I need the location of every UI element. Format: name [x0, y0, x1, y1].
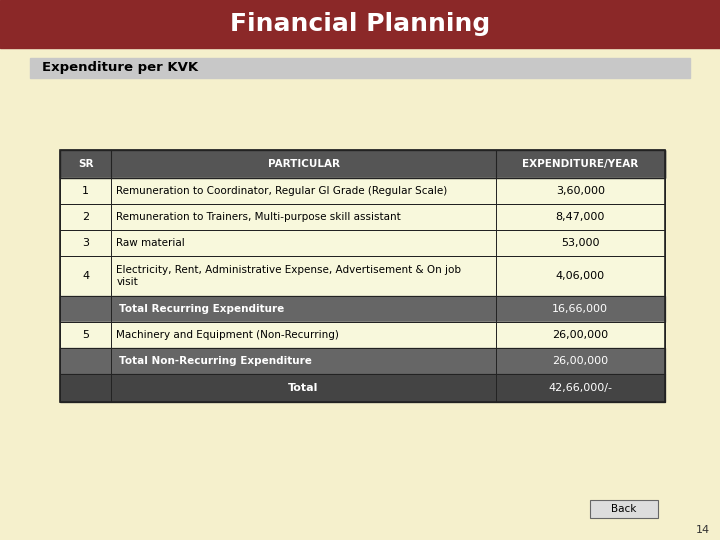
Text: Remuneration to Trainers, Multi-purpose skill assistant: Remuneration to Trainers, Multi-purpose … [117, 212, 401, 222]
Bar [60, 204, 665, 230]
Bar [590, 500, 658, 518]
Bar [60, 348, 665, 374]
Text: 26,00,000: 26,00,000 [552, 330, 608, 340]
Text: 4,06,000: 4,06,000 [556, 271, 605, 281]
Bar [60, 230, 665, 256]
Bar [0, 0, 720, 48]
Bar [60, 204, 665, 230]
Bar [60, 374, 665, 402]
Text: 2: 2 [82, 212, 89, 222]
Text: Raw material: Raw material [117, 238, 185, 248]
Text: Total: Total [288, 383, 319, 393]
Bar [60, 348, 665, 374]
Text: Total Non-Recurring Expenditure: Total Non-Recurring Expenditure [120, 356, 312, 366]
Bar [60, 256, 665, 296]
Bar [30, 58, 690, 78]
Bar [60, 178, 665, 204]
Text: 4: 4 [82, 271, 89, 281]
Text: Machinery and Equipment (Non-Recurring): Machinery and Equipment (Non-Recurring) [117, 330, 339, 340]
Bar [60, 256, 665, 296]
Bar [60, 374, 665, 402]
Text: Electricity, Rent, Administrative Expense, Advertisement & On job
visit: Electricity, Rent, Administrative Expens… [117, 265, 462, 287]
Text: SR: SR [78, 159, 94, 169]
Text: 14: 14 [696, 525, 710, 535]
Bar [60, 322, 665, 348]
Bar [60, 150, 665, 178]
Bar [60, 150, 665, 402]
Text: 42,66,000/-: 42,66,000/- [549, 383, 612, 393]
Bar [60, 178, 665, 204]
Text: Total Recurring Expenditure: Total Recurring Expenditure [120, 304, 284, 314]
Text: Back: Back [611, 504, 636, 514]
Bar [60, 322, 665, 348]
Text: 16,66,000: 16,66,000 [552, 304, 608, 314]
Text: 1: 1 [82, 186, 89, 196]
Bar [60, 296, 665, 322]
Bar [60, 230, 665, 256]
Text: PARTICULAR: PARTICULAR [268, 159, 340, 169]
Text: Remuneration to Coordinator, Regular GI Grade (Regular Scale): Remuneration to Coordinator, Regular GI … [117, 186, 448, 196]
Text: 5: 5 [82, 330, 89, 340]
Bar [60, 150, 665, 178]
Text: Financial Planning: Financial Planning [230, 12, 490, 36]
Text: 3,60,000: 3,60,000 [556, 186, 605, 196]
Text: 8,47,000: 8,47,000 [556, 212, 605, 222]
Text: 26,00,000: 26,00,000 [552, 356, 608, 366]
Text: 3: 3 [82, 238, 89, 248]
Bar [60, 296, 665, 322]
Text: Expenditure per KVK: Expenditure per KVK [42, 62, 198, 75]
Text: 53,000: 53,000 [561, 238, 600, 248]
Text: EXPENDITURE/YEAR: EXPENDITURE/YEAR [522, 159, 639, 169]
